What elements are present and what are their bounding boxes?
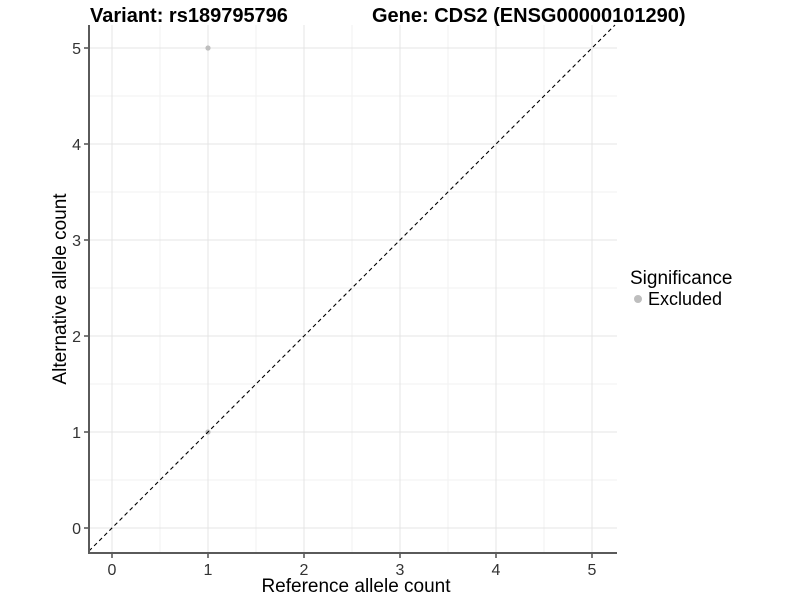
axis-tick-labels: 0 1 2 3 4 5 0 1 2 3 4 5 [72,41,596,579]
gene-title: Gene: CDS2 (ENSG00000101290) [372,5,686,27]
legend: Significance Excluded [630,268,732,309]
legend-title: Significance [630,268,732,289]
x-tick-label: 5 [588,562,597,579]
y-tick-label: 0 [72,521,81,538]
y-tick-label: 4 [72,137,81,154]
gridlines-minor [89,25,617,553]
x-tick-label: 3 [396,562,405,579]
x-axis-label: Reference allele count [261,576,451,597]
y-axis-label: Alternative allele count [50,193,71,385]
x-tick-label: 4 [492,562,501,579]
legend-excluded-point-icon [634,295,642,303]
axis-tick-marks [84,47,593,558]
variant-title: Variant: rs189795796 [90,5,288,27]
legend-entry-excluded: Excluded [648,289,722,309]
gridlines-major [89,25,617,553]
y-tick-label: 5 [72,41,81,58]
x-tick-label: 2 [300,562,309,579]
y-tick-label: 1 [72,425,81,442]
x-tick-label: 0 [108,562,117,579]
identity-line [88,24,616,552]
y-tick-label: 2 [72,329,81,346]
data-point [205,45,211,51]
identity-reference-line [88,24,616,552]
y-tick-label: 3 [72,233,81,250]
x-tick-label: 1 [204,562,213,579]
